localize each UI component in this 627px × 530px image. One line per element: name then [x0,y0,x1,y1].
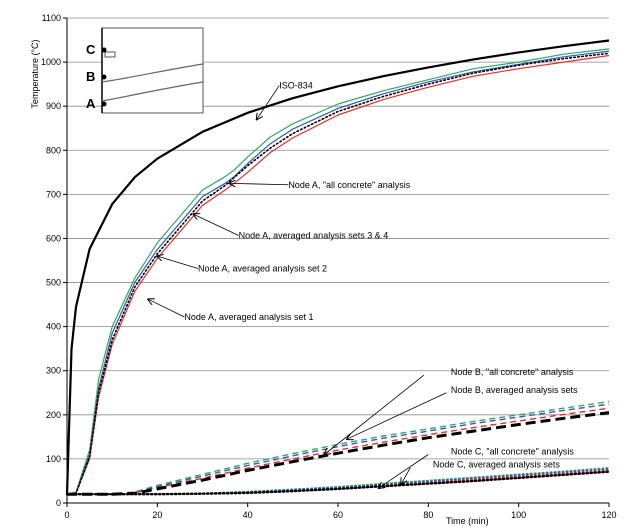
y-tick-label-300: 300 [46,366,61,376]
series-line-2 [66,50,610,495]
inset-node-label-C: C [86,42,96,57]
x-tick-label-120: 120 [601,510,616,520]
inset-interface-layer [101,81,204,102]
annotation-label-8: Node C, averaged analysis sets [433,460,561,470]
annotation-label-7: Node C, "all concrete" analysis [451,447,574,457]
annotation-arrow-8 [401,467,411,484]
y-tick-label-700: 700 [46,189,61,199]
y-tick-label-100: 100 [46,454,61,464]
inset-node-point-C [101,47,107,53]
annotation-label-0: ISO-834 [279,81,313,91]
y-tick-label-1100: 1100 [42,13,61,23]
annotation-arrow-5 [324,374,425,454]
inset-node-label-B: B [86,69,95,84]
series-line-0 [65,39,610,495]
y-tick-label-900: 900 [46,101,61,111]
annotation-arrow-2 [193,214,239,236]
series-lines [65,39,611,496]
inset-node-point-A [101,101,107,107]
y-tick-label-1000: 1000 [41,57,61,67]
series-line-4 [66,52,610,495]
inset-lower-layer [101,63,204,83]
inset-rebar [104,51,116,58]
y-tick-label-600: 600 [46,233,61,243]
x-axis-title: Time (min) [446,516,489,526]
y-tick-label-800: 800 [46,145,61,155]
series-line-7 [67,407,610,495]
axes: 0 100 200 300 400 500 600 700 800 900 1000 1100 0 20 4… [41,13,617,520]
series-line-3 [66,54,610,495]
series-line-8 [67,411,610,496]
y-tick-label-500: 500 [46,278,61,288]
series-line-1 [66,48,610,495]
x-tick-label-0: 0 [64,510,69,520]
annotation-label-2: Node A, averaged analysis sets 3 & 4 [239,230,389,240]
x-tick-label-100: 100 [511,510,526,520]
annotation-arrow-1 [230,183,289,184]
annotation-arrow-3 [157,256,199,269]
annotation-arrow-6 [347,392,447,439]
x-tick-label-60: 60 [333,510,343,520]
annotation-label-4: Node A, averaged analysis set 1 [184,312,313,322]
series-line-12 [65,470,611,496]
annotations: ISO-834 Node A, "all concrete" analysis No… [148,81,578,488]
node-location-inset: CBA [86,27,204,114]
inset-node-point-B [101,74,107,80]
annotation-arrow-7 [379,454,429,489]
inset-node-label-A: A [86,96,96,111]
y-tick-label-0: 0 [56,498,61,508]
y-tick-label-200: 200 [46,410,61,420]
annotation-label-3: Node A, averaged analysis set 2 [198,264,327,274]
annotation-label-6: Node B, averaged analysis sets [451,385,578,395]
annotation-label-5: Node B, "all concrete" analysis [451,367,574,377]
x-tick-label-80: 80 [423,510,433,520]
x-tick-label-40: 40 [243,510,253,520]
annotation-label-1: Node A, "all concrete" analysis [288,180,410,190]
y-tick-label-400: 400 [46,322,61,332]
x-tick-label-20: 20 [152,510,162,520]
annotation-arrow-4 [148,299,185,318]
y-axis-title: Temperature (°C) [30,39,40,108]
inset-frame [101,27,204,114]
annotation-arrow-0 [257,85,280,120]
